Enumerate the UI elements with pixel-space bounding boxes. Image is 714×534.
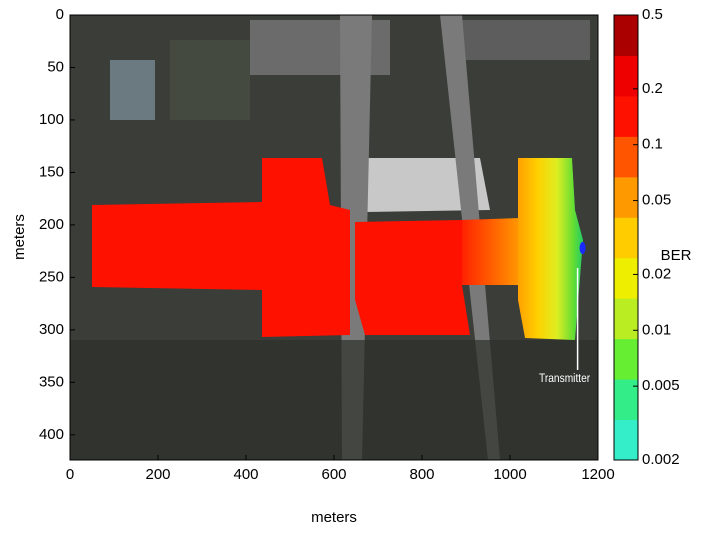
- y-tick-label: 250: [39, 268, 64, 285]
- colorbar-swatch: [614, 298, 638, 339]
- y-tick-label: 150: [39, 163, 64, 180]
- colorbar-swatch: [614, 379, 638, 420]
- x-tick-label: 1000: [493, 466, 526, 483]
- colorbar-tick-label: 0.2: [642, 80, 663, 97]
- y-tick-label: 350: [39, 373, 64, 390]
- transmitter-marker: [580, 242, 586, 254]
- y-tick-label: 100: [39, 111, 64, 128]
- colorbar-swatch: [614, 177, 638, 218]
- colorbar-tick-label: 0.01: [642, 321, 671, 338]
- colorbar-swatch: [614, 96, 638, 137]
- y-tick-label: 300: [39, 321, 64, 338]
- colorbar-swatch: [614, 258, 638, 299]
- y-tick-label: 0: [56, 6, 64, 23]
- x-axis-label: meters: [311, 509, 357, 526]
- colorbar-label: BER: [661, 247, 692, 264]
- colorbar-swatch: [614, 55, 638, 96]
- x-tick-label: 0: [66, 466, 74, 483]
- y-tick-label: 400: [39, 426, 64, 443]
- y-axis-label: meters: [11, 214, 28, 260]
- x-tick-label: 600: [321, 466, 346, 483]
- y-tick-label: 50: [47, 58, 64, 75]
- x-tick-label: 800: [409, 466, 434, 483]
- colorbar-tick-label: 0.002: [642, 451, 680, 468]
- x-tick-label: 1200: [581, 466, 614, 483]
- colorbar-swatch: [614, 136, 638, 177]
- colorbar-tick-label: 0.1: [642, 136, 663, 153]
- colorbar-tick-label: 0.005: [642, 377, 680, 394]
- colorbar-swatch: [614, 15, 638, 56]
- colorbar-swatch: [614, 217, 638, 258]
- colorbar-swatch: [614, 339, 638, 380]
- colorbar-tick-label: 0.02: [642, 265, 671, 282]
- colorbar-tick-label: 0.5: [642, 6, 663, 23]
- colorbar-tick-label: 0.05: [642, 192, 671, 209]
- y-tick-label: 200: [39, 216, 64, 233]
- chart: meters meters BER 0200400600800100012000…: [0, 0, 714, 529]
- x-tick-label: 200: [145, 466, 170, 483]
- x-tick-label: 400: [233, 466, 258, 483]
- colorbar-swatch: [614, 420, 638, 461]
- annotation: Transmitter: [539, 372, 590, 385]
